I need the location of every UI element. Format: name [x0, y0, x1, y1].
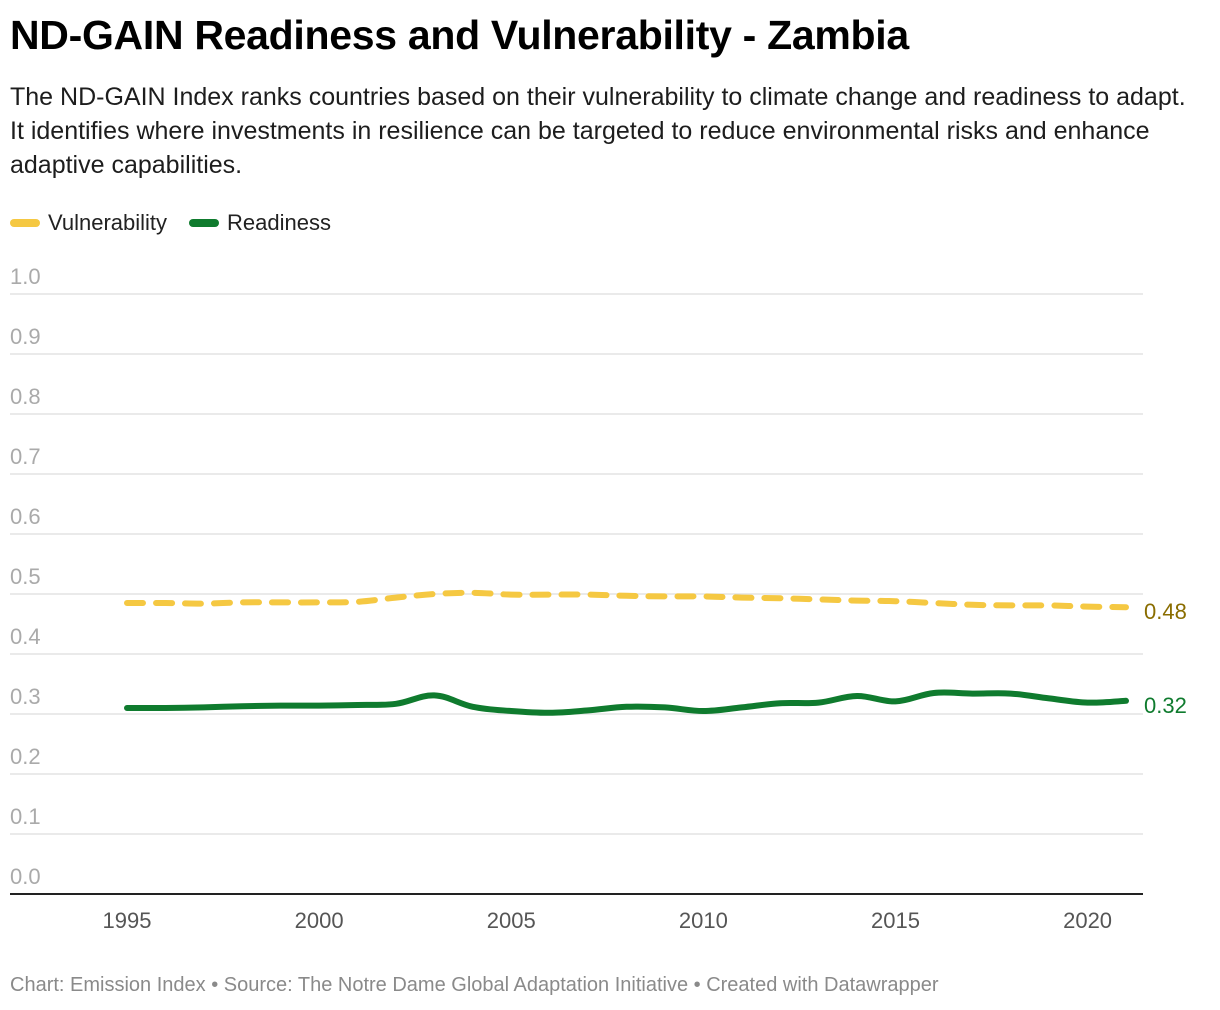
x-tick-label: 2010: [679, 908, 728, 933]
series-line-vulnerability: [124, 589, 1129, 611]
y-tick-label: 0.9: [10, 324, 41, 349]
series-lines: [124, 589, 1129, 716]
y-axis-tick-labels: 1.0 0.9 0.8 0.7 0.6 0.5 0.4 0.3 0.2 0.1 0.0: [10, 264, 41, 889]
end-label-readiness: 0.32: [1144, 693, 1187, 718]
legend-swatch-readiness: [189, 219, 220, 227]
x-tick-label: 2005: [487, 908, 536, 933]
chart-footer: Chart: Emission Index • Source: The Notr…: [10, 974, 939, 996]
y-tick-label: 0.2: [10, 744, 41, 769]
y-tick-label: 0.5: [10, 564, 41, 589]
y-tick-label: 1.0: [10, 264, 41, 289]
x-tick-label: 1995: [103, 908, 152, 933]
x-tick-label: 2000: [295, 908, 344, 933]
legend-label-readiness: Readiness: [227, 210, 331, 235]
y-tick-label: 0.7: [10, 444, 41, 469]
x-tick-label: 2015: [871, 908, 920, 933]
y-tick-label: 0.4: [10, 624, 41, 649]
end-labels: 0.48 0.32: [1144, 599, 1187, 718]
legend-label-vulnerability: Vulnerability: [48, 210, 168, 235]
series-line-readiness: [124, 689, 1129, 716]
legend-item-readiness: Readiness: [189, 210, 331, 236]
end-label-vulnerability: 0.48: [1144, 599, 1187, 624]
y-tick-label: 0.8: [10, 384, 41, 409]
y-tick-label: 0.3: [10, 684, 41, 709]
chart-legend: Vulnerability Readiness: [10, 208, 353, 238]
chart-subtitle: The ND-GAIN Index ranks countries based …: [10, 83, 1186, 179]
legend-swatch-vulnerability: [10, 219, 40, 227]
x-tick-label: 2020: [1063, 908, 1112, 933]
chart-title: ND-GAIN Readiness and Vulnerability - Za…: [10, 12, 909, 58]
x-axis-tick-labels: 1995 2000 2005 2010 2015 2020: [103, 908, 1113, 933]
y-tick-label: 0.6: [10, 504, 41, 529]
legend-item-vulnerability: Vulnerability: [10, 210, 167, 236]
y-tick-label: 0.1: [10, 804, 41, 829]
y-tick-label: 0.0: [10, 864, 41, 889]
